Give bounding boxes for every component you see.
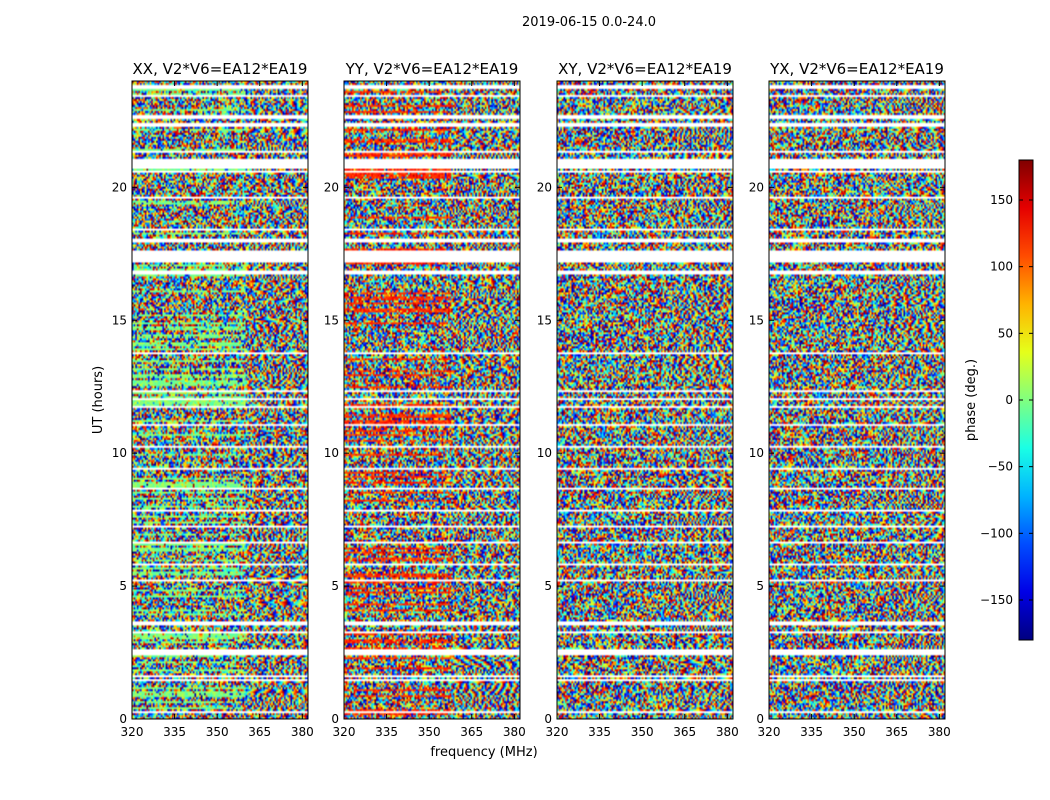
y-tick-label: 5 bbox=[331, 579, 339, 593]
panel-2: YY, V2*V6=EA12*EA19 320 335 350 365 380 0 5 10 15… bbox=[324, 60, 526, 739]
y-tick-label: 15 bbox=[537, 313, 552, 327]
x-tick-label: 320 bbox=[758, 725, 781, 739]
panel-title: XX, V2*V6=EA12*EA19 bbox=[133, 60, 308, 78]
colorbar-tick-label: 0 bbox=[1005, 393, 1013, 407]
panel-frame bbox=[768, 80, 946, 720]
panel-title: XY, V2*V6=EA12*EA19 bbox=[558, 60, 732, 78]
y-tick-label: 20 bbox=[537, 180, 552, 194]
x-tick-label: 335 bbox=[163, 725, 186, 739]
y-tick-label: 20 bbox=[324, 180, 339, 194]
x-tick-label: 380 bbox=[291, 725, 314, 739]
panel-frame bbox=[343, 80, 521, 720]
y-tick-label: 5 bbox=[544, 579, 552, 593]
colorbar-tick-label: −50 bbox=[988, 460, 1013, 474]
x-tick-label: 380 bbox=[503, 725, 526, 739]
x-tick-label: 335 bbox=[588, 725, 611, 739]
y-axis-label: UT (hours) bbox=[91, 366, 106, 434]
y-tick-label: 0 bbox=[331, 712, 339, 726]
y-tick-label: 10 bbox=[537, 446, 552, 460]
colorbar-tick-label: 100 bbox=[990, 260, 1013, 274]
y-tick-label: 5 bbox=[119, 579, 127, 593]
phase-heatmap bbox=[344, 81, 520, 719]
x-tick-label: 320 bbox=[121, 725, 144, 739]
y-tick-label: 15 bbox=[112, 313, 127, 327]
x-tick-label: 320 bbox=[546, 725, 569, 739]
x-tick-label: 365 bbox=[248, 725, 271, 739]
x-tick-label: 350 bbox=[631, 725, 654, 739]
panels: XX, V2*V6=EA12*EA19 320 335 350 365 380 0 5 10 15… bbox=[112, 60, 951, 739]
x-tick-label: 365 bbox=[460, 725, 483, 739]
panel-title: YY, V2*V6=EA12*EA19 bbox=[345, 60, 519, 78]
y-tick-label: 0 bbox=[544, 712, 552, 726]
y-tick-label: 20 bbox=[749, 180, 764, 194]
panel-3: XY, V2*V6=EA12*EA19 320 335 350 365 380 0 5 10 15… bbox=[537, 60, 739, 739]
x-tick-label: 365 bbox=[673, 725, 696, 739]
y-tick-label: 10 bbox=[749, 446, 764, 460]
x-tick-label: 365 bbox=[885, 725, 908, 739]
x-tick-label: 380 bbox=[716, 725, 739, 739]
colorbar: phase (deg.) 150 100 50 0 −50 −100 −150 bbox=[964, 159, 1034, 641]
y-tick-label: 15 bbox=[749, 313, 764, 327]
y-tick-label: 0 bbox=[756, 712, 764, 726]
y-tick-label: 10 bbox=[112, 446, 127, 460]
colorbar-tick-label: −150 bbox=[980, 593, 1013, 607]
y-tick-label: 0 bbox=[119, 712, 127, 726]
x-tick-label: 335 bbox=[800, 725, 823, 739]
x-axis-label: frequency (MHz) bbox=[430, 745, 537, 760]
colorbar-tick-label: −100 bbox=[980, 526, 1013, 540]
x-tick-label: 320 bbox=[333, 725, 356, 739]
figure-title: 2019-06-15 0.0-24.0 bbox=[522, 15, 656, 30]
panel-4: YX, V2*V6=EA12*EA19 320 335 350 365 380 0 5 10 15… bbox=[749, 60, 951, 739]
y-tick-label: 15 bbox=[324, 313, 339, 327]
x-tick-label: 350 bbox=[418, 725, 441, 739]
y-tick-label: 10 bbox=[324, 446, 339, 460]
colorbar-label: phase (deg.) bbox=[964, 359, 979, 441]
y-tick-label: 5 bbox=[756, 579, 764, 593]
panel-frame bbox=[131, 80, 309, 720]
colorbar-tick-label: 50 bbox=[998, 326, 1013, 340]
phase-heatmap bbox=[769, 81, 945, 719]
panel-1: XX, V2*V6=EA12*EA19 320 335 350 365 380 0 5 10 15… bbox=[112, 60, 314, 739]
y-tick-label: 20 bbox=[112, 180, 127, 194]
phase-heatmap bbox=[132, 81, 308, 719]
panel-title: YX, V2*V6=EA12*EA19 bbox=[769, 60, 944, 78]
x-tick-label: 380 bbox=[928, 725, 951, 739]
x-tick-label: 335 bbox=[375, 725, 398, 739]
colorbar-tick-label: 150 bbox=[990, 193, 1013, 207]
phase-heatmap bbox=[557, 81, 733, 719]
x-tick-label: 350 bbox=[843, 725, 866, 739]
panel-frame bbox=[556, 80, 734, 720]
x-tick-label: 350 bbox=[206, 725, 229, 739]
